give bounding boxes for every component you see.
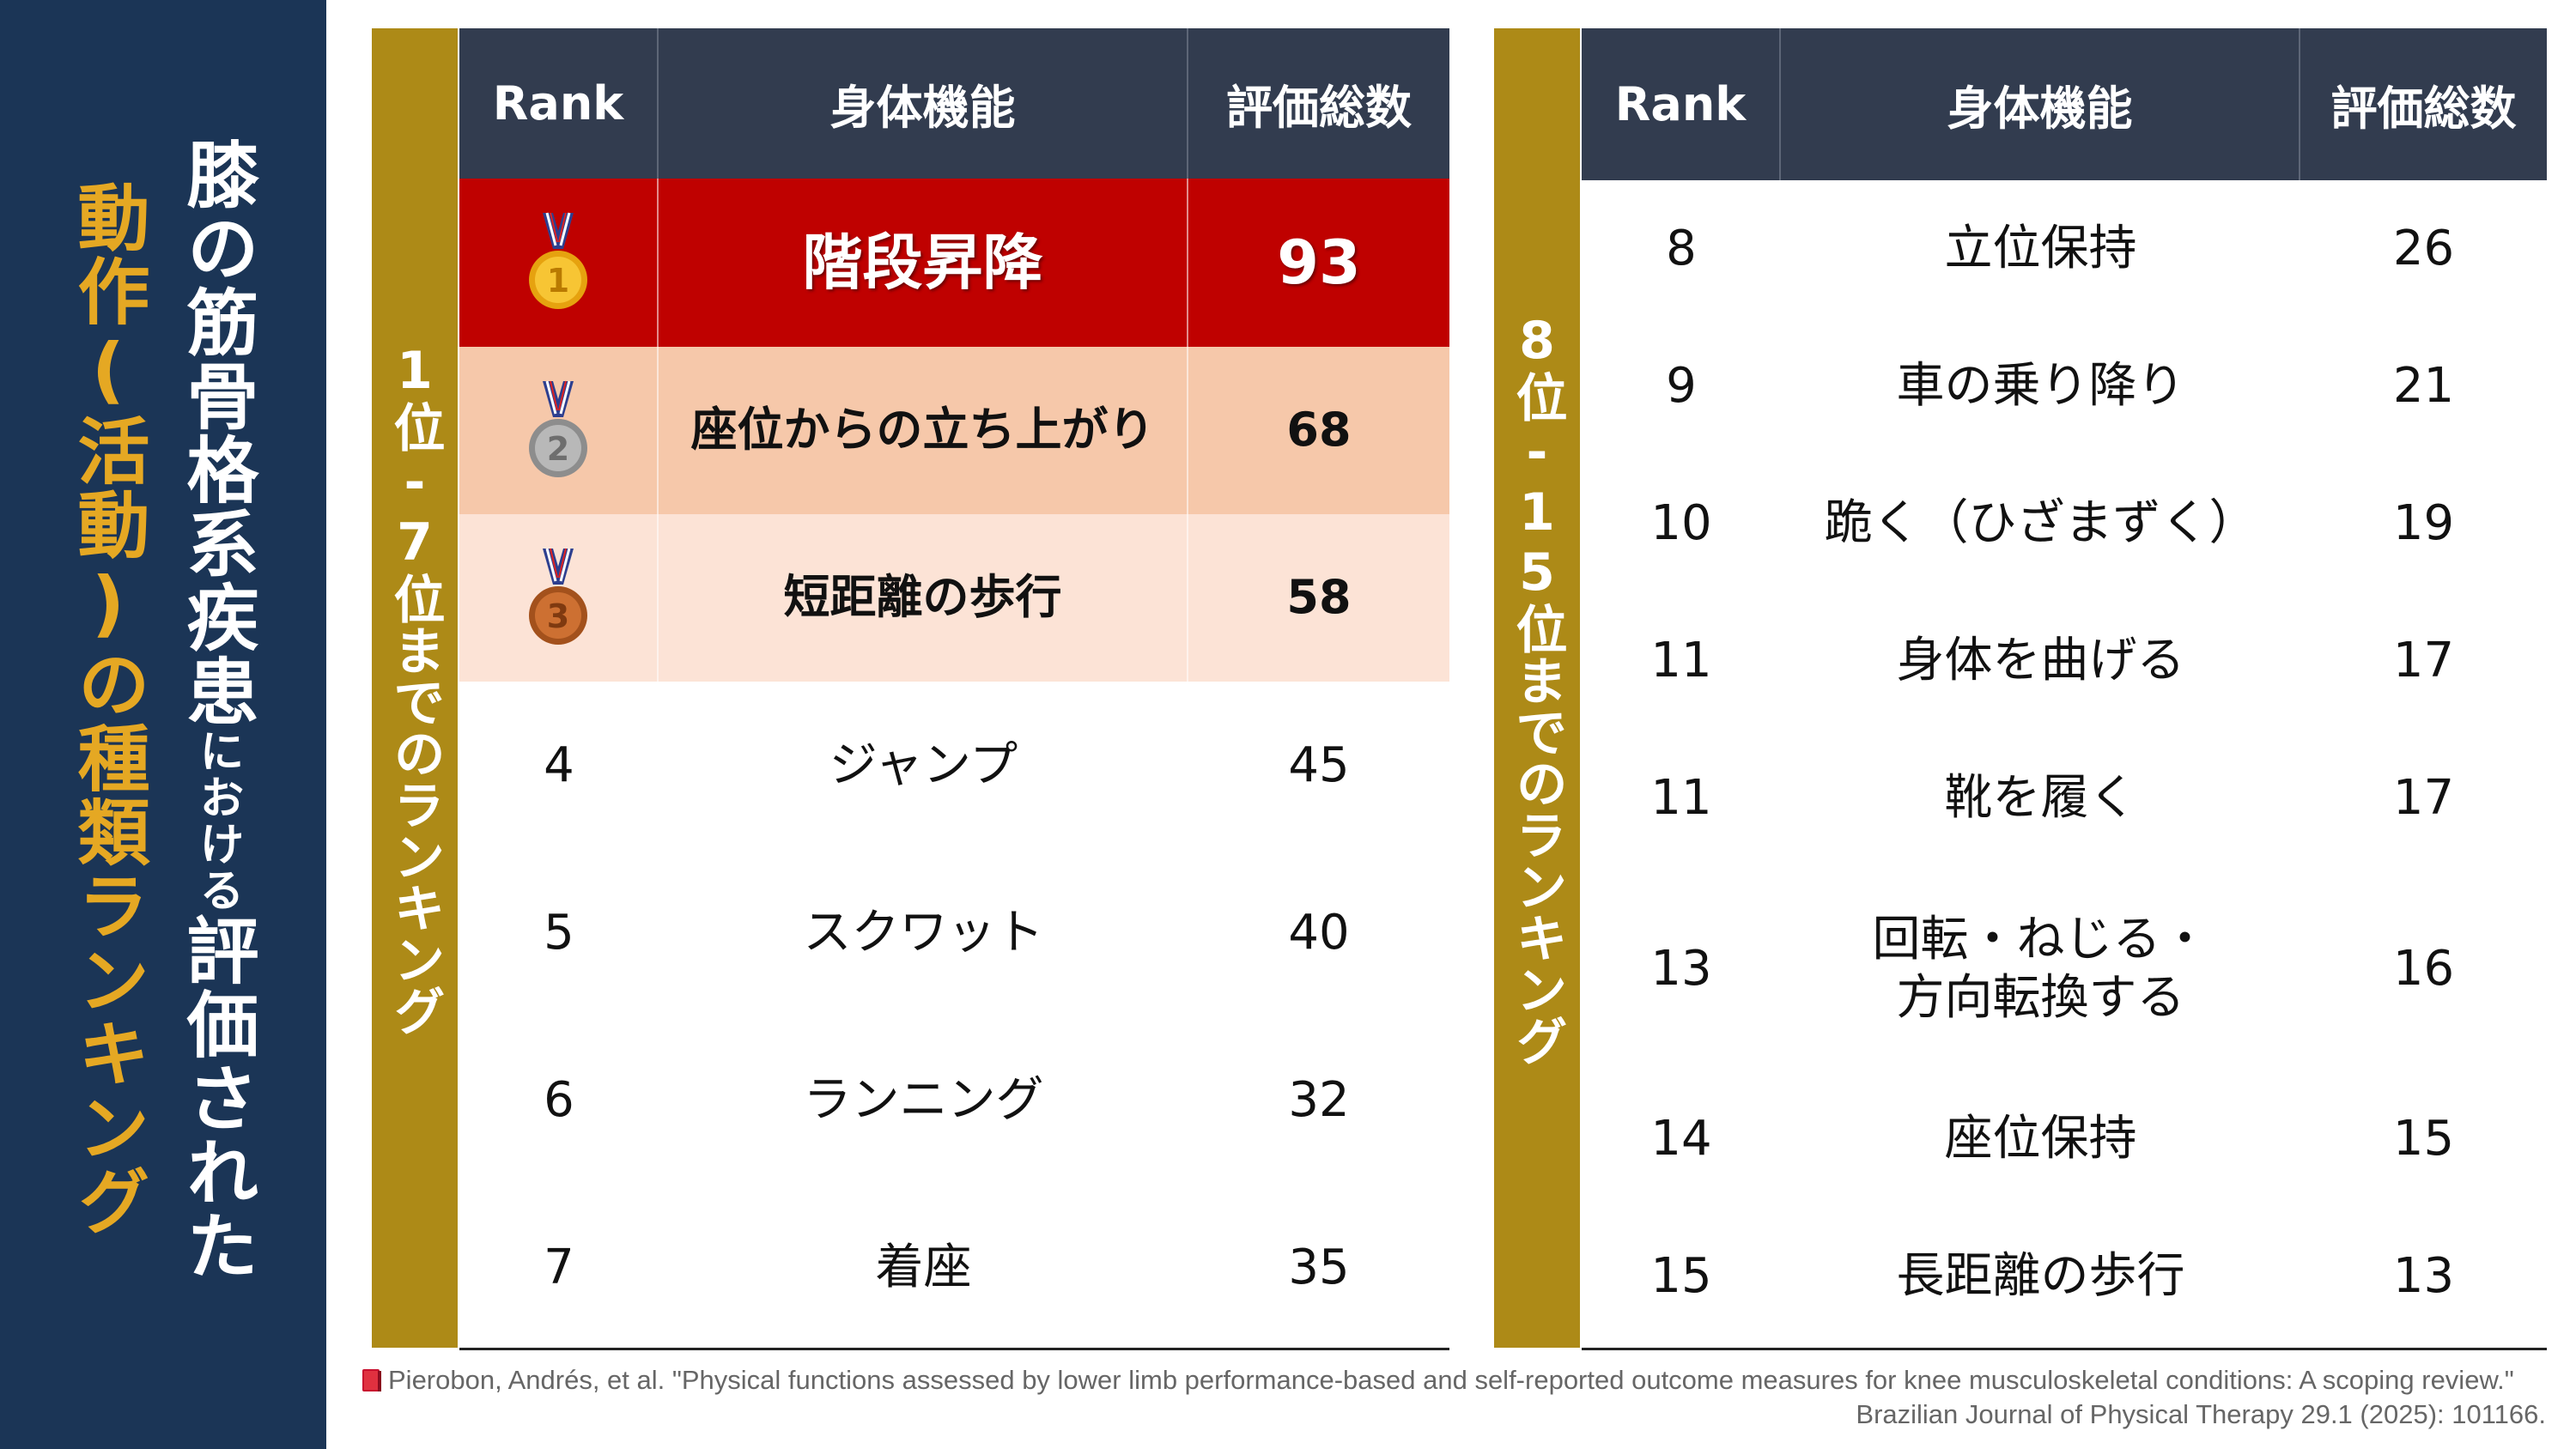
header-rank: Rank [1582,28,1781,180]
citation: Pierobon, Andrés, et al. "Physical funct… [361,1363,2546,1433]
function-cell: ジャンプ [829,737,1018,793]
rank-cell: 5 [544,904,574,961]
table-row: 13 回転・ねじる・ 方向転換する 16 [1582,867,2547,1070]
rank-cell: 4 [544,737,574,793]
title-line-1-small: における [191,728,243,913]
rank-cell: 10 [1650,495,1712,552]
section-label-right: 8位-15位までのランキング [1507,310,1567,1066]
score-cell: 35 [1288,1239,1350,1295]
function-cell: 座位保持 [1944,1111,2137,1167]
function-cell: ランニング [803,1071,1044,1128]
silver-medal-icon: 2 [529,380,587,477]
svg-text:1: 1 [547,262,569,300]
function-cell-line-2: 方向転換する [1896,969,2185,1026]
table-row: 15 長距離の歩行 13 [1582,1208,2547,1345]
rank-cell: 2 [459,347,659,514]
table-bottom-rule-left [459,1348,1449,1350]
citation-line-2: Brazilian Journal of Physical Therapy 29… [1856,1399,2546,1430]
section-label-bar-right: 8位-15位までのランキング [1494,28,1580,1348]
score-cell: 21 [2392,358,2455,415]
rank-cell: 6 [544,1071,574,1128]
rank-cell: 8 [1666,221,1697,277]
title-line-1: 膝の筋骨格系疾患における評価された [175,137,259,1339]
title-line-1-part-1: 膝の筋骨格系疾患 [175,137,259,728]
title-line-1-part-2: 評価された [175,913,259,1282]
score-cell: 16 [2392,940,2455,997]
table-row: 14 座位保持 15 [1582,1070,2547,1208]
function-cell: 立位保持 [1944,221,2137,277]
table-row: 11 靴を履く 17 [1582,730,2547,867]
ranking-table-left: Rank 身体機能 評価総数 1 階段昇降 93 [459,28,1449,1351]
function-cell: 靴を履く [1944,770,2137,827]
table-header-row: Rank 身体機能 評価総数 [1582,28,2547,180]
function-cell: 短距離の歩行 [659,514,1188,682]
function-cell: 回転・ねじる・ 方向転換する [1781,867,2300,1070]
rank-cell: 7 [544,1239,574,1295]
table-bottom-rule-right [1582,1348,2547,1350]
ranking-table-right: Rank 身体機能 評価総数 8 立位保持 26 9 車の乗り降り 21 10 … [1582,28,2547,1345]
table-row: 10 跪く（ひざまずく） 19 [1582,455,2547,592]
rank-cell: 15 [1650,1248,1712,1305]
score-cell: 45 [1288,737,1350,793]
function-cell: スクワット [803,904,1044,961]
rank-cell: 9 [1666,358,1697,415]
score-cell: 19 [2392,495,2455,552]
score-cell: 58 [1286,570,1352,625]
rank-cell: 1 [459,179,659,347]
header-function: 身体機能 [659,28,1188,179]
section-label-bar-left: 1位-7位までのランキング [372,28,458,1348]
score-cell: 17 [2392,633,2455,689]
rank-cell: 14 [1650,1111,1712,1167]
rank-cell: 11 [1650,633,1712,689]
table-row: 2 座位からの立ち上がり 68 [459,347,1449,514]
rank-cell: 3 [459,514,659,682]
rank-cell: 11 [1650,770,1712,827]
score-cell: 93 [1277,227,1361,298]
score-cell: 26 [2392,221,2455,277]
function-cell: 車の乗り降り [1896,358,2185,415]
table-row: 9 車の乗り降り 21 [1582,318,2547,455]
book-icon [362,1369,381,1392]
score-cell: 68 [1286,403,1352,458]
table-row: 8 立位保持 26 [1582,180,2547,318]
function-cell: 座位からの立ち上がり [659,347,1188,514]
score-cell: 13 [2392,1248,2455,1305]
gold-medal-icon: 1 [529,212,587,309]
table-row: 7 着座 35 [459,1184,1449,1351]
rank-cell: 13 [1650,940,1712,997]
header-rank: Rank [459,28,659,179]
section-label-left: 1位-7位までのランキング [385,340,445,1036]
citation-line-1: Pierobon, Andrés, et al. "Physical funct… [388,1365,2514,1395]
svg-text:3: 3 [547,597,569,635]
function-cell: 着座 [875,1239,972,1295]
table-row: 4 ジャンプ 45 [459,682,1449,849]
table-row: 11 身体を曲げる 17 [1582,592,2547,730]
function-cell: 身体を曲げる [1896,633,2185,689]
function-cell-line-1: 回転・ねじる・ [1872,912,2209,968]
function-cell: 跪く（ひざまずく） [1824,495,2257,552]
table-row: 6 ランニング 32 [459,1016,1449,1184]
score-cell: 40 [1288,904,1350,961]
svg-text:2: 2 [547,430,569,468]
function-cell: 階段昇降 [659,179,1188,347]
header-function: 身体機能 [1781,28,2300,180]
score-cell: 17 [2392,770,2455,827]
score-cell: 32 [1288,1071,1350,1128]
table-row: 3 短距離の歩行 58 [459,514,1449,682]
header-score: 評価総数 [2330,82,2517,136]
title-line-2: 動作(活動)の種類ランキング [66,180,150,1238]
function-cell: 長距離の歩行 [1896,1248,2185,1305]
score-cell: 15 [2392,1111,2455,1167]
table-row: 5 スクワット 40 [459,849,1449,1016]
title-sidebar: 膝の筋骨格系疾患における評価された 動作(活動)の種類ランキング [0,0,326,1449]
header-score: 評価総数 [1226,81,1412,135]
table-header-row: Rank 身体機能 評価総数 [459,28,1449,179]
bronze-medal-icon: 3 [529,548,587,645]
table-row: 1 階段昇降 93 [459,179,1449,347]
